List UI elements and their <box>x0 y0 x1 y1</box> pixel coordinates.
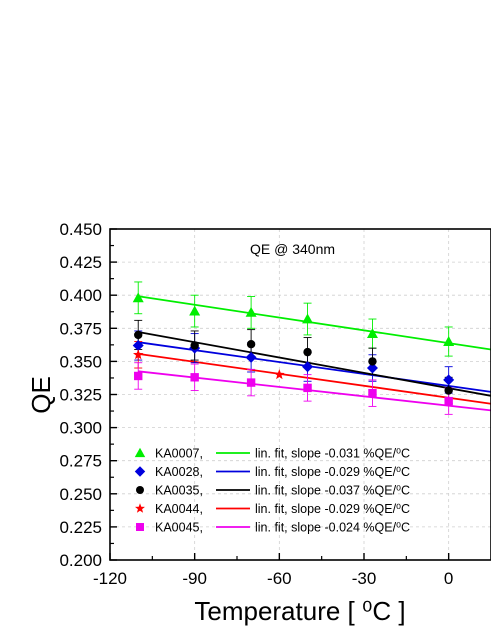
x-tick-label: -60 <box>267 569 292 588</box>
y-tick-label: 0.350 <box>59 352 102 371</box>
legend: KA0007, lin. fit, slope -0.031 %QE/⁰C KA00… <box>134 447 410 535</box>
y-tick-label: 0.400 <box>59 286 102 305</box>
axis-ticks: 0.200 0.225 0.250 0.275 0.300 0.325 0.350 0.375… <box>59 220 453 588</box>
data-point <box>368 388 377 398</box>
chart-annotation: QE @ 340nm <box>250 241 335 257</box>
legend-series-name: KA0035, <box>155 484 203 498</box>
data-point <box>444 396 453 406</box>
legend-fit-label: lin. fit, slope -0.024 %QE/⁰C <box>255 521 410 535</box>
y-tick-label: 0.225 <box>59 518 102 537</box>
data-point <box>134 371 143 381</box>
data-point <box>303 383 312 393</box>
legend-fit-label: lin. fit, slope -0.031 %QE/⁰C <box>255 447 410 461</box>
x-tick-label: -90 <box>182 569 207 588</box>
data-point <box>303 347 312 357</box>
data-point <box>190 341 199 350</box>
data-point <box>245 306 257 317</box>
legend-fit-label: lin. fit, slope -0.029 %QE/⁰C <box>255 465 410 479</box>
data-point <box>134 330 143 340</box>
y-tick-label: 0.375 <box>59 319 102 338</box>
data-point <box>189 305 201 316</box>
y-tick-label: 0.200 <box>59 551 102 570</box>
data-point <box>245 351 257 363</box>
x-axis-title: Temperature [ ⁰C ] <box>194 596 405 626</box>
x-tick-label: -120 <box>93 569 127 588</box>
legend-marker <box>136 523 144 531</box>
y-tick-label: 0.425 <box>59 253 102 272</box>
y-tick-label: 0.450 <box>59 220 102 239</box>
x-tick-label: -30 <box>352 569 377 588</box>
legend-series-name: KA0007, <box>155 447 203 461</box>
legend-marker <box>136 486 144 494</box>
legend-series-name: KA0044, <box>155 502 203 516</box>
legend-series-name: KA0045, <box>155 521 203 535</box>
data-point <box>132 340 144 352</box>
data-point <box>190 373 199 382</box>
data-point <box>443 336 455 346</box>
legend-marker <box>135 503 145 513</box>
y-tick-label: 0.250 <box>59 485 102 504</box>
data-point <box>274 369 285 380</box>
legend-marker <box>134 466 146 477</box>
data-points <box>132 292 455 406</box>
fit-line <box>138 352 491 405</box>
fit-line <box>138 295 491 351</box>
data-point <box>132 292 144 303</box>
y-tick-label: 0.300 <box>59 419 102 438</box>
data-point <box>366 362 378 374</box>
data-point <box>246 339 256 349</box>
legend-series-name: KA0028, <box>155 465 203 479</box>
legend-fit-label: lin. fit, slope -0.029 %QE/⁰C <box>255 502 410 516</box>
x-tick-label: 0 <box>444 569 453 588</box>
data-point <box>366 328 378 338</box>
data-point <box>443 374 455 386</box>
data-point <box>302 361 314 373</box>
y-axis-title: QE <box>26 376 56 414</box>
data-point <box>132 349 144 360</box>
data-point <box>368 357 377 366</box>
y-tick-label: 0.275 <box>59 452 102 471</box>
fit-lines <box>138 295 491 412</box>
data-point <box>302 313 314 324</box>
y-tick-label: 0.325 <box>59 386 102 405</box>
legend-marker <box>134 447 146 458</box>
legend-fit-label: lin. fit, slope -0.037 %QE/⁰C <box>255 484 410 498</box>
data-point <box>444 386 453 395</box>
data-point <box>246 378 256 387</box>
